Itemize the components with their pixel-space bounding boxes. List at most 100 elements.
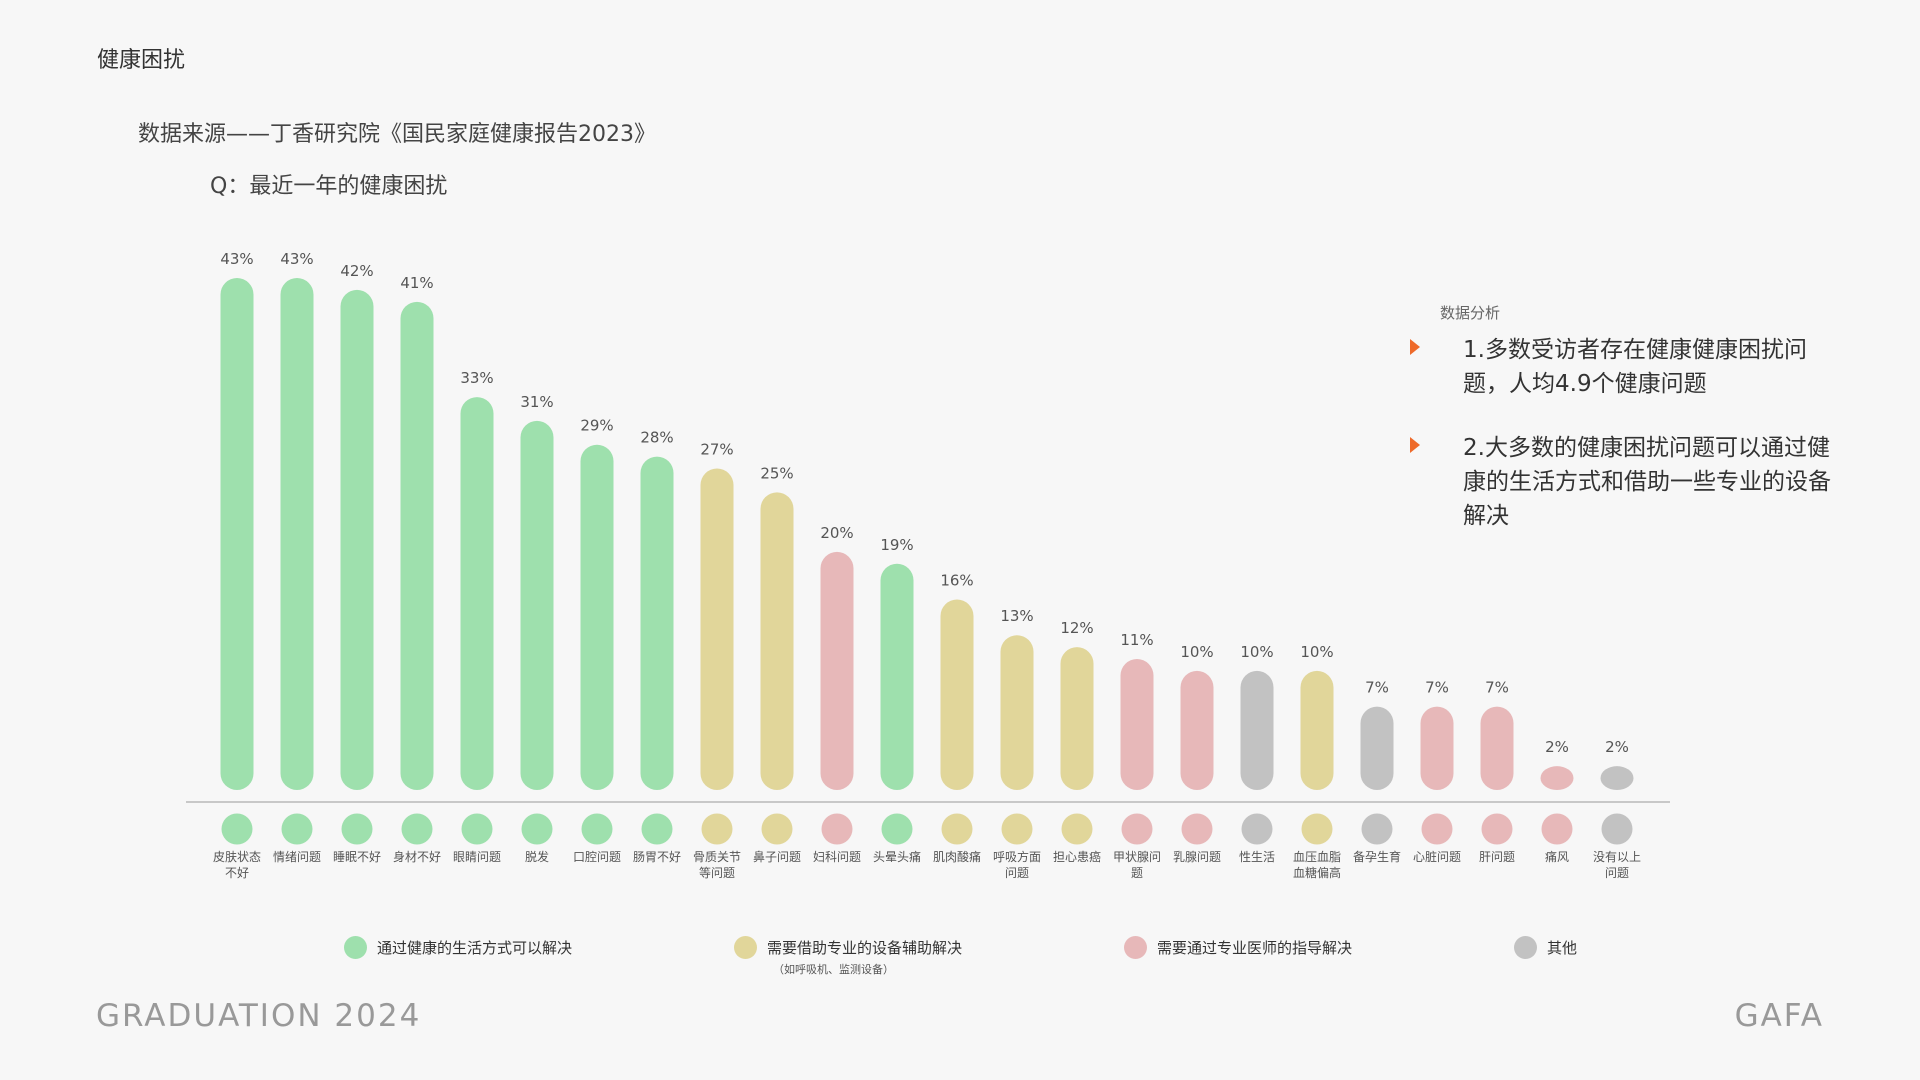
legend-label: 需要借助专业的设备辅助解决 [767, 939, 963, 957]
bar [1480, 706, 1514, 790]
category-dot [1601, 813, 1633, 845]
value-label: 19% [880, 536, 913, 554]
category-label: 痛风 [1545, 849, 1569, 864]
bar [820, 551, 854, 790]
chart-question: Q：最近一年的健康困扰 [210, 174, 448, 199]
bar [1120, 659, 1154, 790]
category-label: 眼睛问题 [453, 850, 501, 864]
category-label: 呼吸方面问题 [993, 849, 1041, 880]
value-label: 28% [640, 429, 673, 447]
value-label: 12% [1060, 619, 1093, 637]
category-label: 乳腺问题 [1173, 850, 1221, 864]
analysis-point-1: 1.多数受访者存在健康健康困扰问题，人均4.9个健康问题 [1410, 333, 1840, 401]
bar [220, 278, 254, 790]
triangle-arrow-icon [1410, 437, 1420, 453]
bar [1300, 670, 1334, 790]
category-label: 妇科问题 [813, 850, 861, 864]
value-label: 2% [1545, 738, 1569, 756]
analysis-point-2: 2.大多数的健康困扰问题可以通过健康的生活方式和借助一些专业的设备解决 [1410, 431, 1840, 533]
category-dot [1241, 813, 1273, 845]
value-label: 11% [1120, 631, 1153, 649]
category-dot [1001, 813, 1033, 845]
category-label: 担心患癌 [1053, 849, 1101, 864]
category-dot [221, 813, 253, 845]
category-dot [581, 813, 613, 845]
value-label: 10% [1240, 643, 1273, 661]
legend-item-green: 通过健康的生活方式可以解决 [344, 936, 573, 959]
legend-dot-icon [734, 936, 757, 959]
value-label: 25% [760, 464, 793, 482]
value-label: 20% [820, 524, 853, 542]
value-label: 31% [520, 393, 553, 411]
category-label: 备孕生育 [1353, 849, 1401, 864]
value-label: 16% [940, 571, 973, 589]
category-dot [1061, 813, 1093, 845]
category-label: 口腔问题 [573, 849, 621, 864]
bar [1000, 635, 1034, 790]
category-label: 情绪问题 [273, 850, 321, 864]
category-dot [641, 813, 673, 845]
bar [760, 492, 794, 790]
bar [400, 301, 434, 790]
triangle-arrow-icon [1410, 339, 1420, 355]
bar [340, 289, 374, 790]
value-label: 29% [580, 417, 613, 435]
category-label: 鼻子问题 [753, 849, 801, 864]
category-dot [701, 813, 733, 845]
category-dot [1541, 813, 1573, 845]
category-dot [881, 813, 913, 845]
value-label: 13% [1000, 607, 1033, 625]
bar [280, 278, 314, 790]
value-label: 33% [460, 369, 493, 387]
value-label: 41% [400, 274, 433, 292]
bar [1360, 706, 1394, 790]
legend-item-pink: 需要通过专业医师的指导解决 [1124, 936, 1352, 959]
value-label: 10% [1180, 643, 1213, 661]
category-label: 脱发 [525, 849, 549, 864]
bar [640, 456, 674, 790]
category-label: 甲状腺问题 [1113, 850, 1161, 880]
category-dot [1301, 813, 1333, 845]
category-dot [401, 813, 433, 845]
category-dot [941, 813, 973, 845]
category-dot [761, 813, 793, 845]
value-label: 27% [700, 441, 733, 459]
legend-dot-icon [1514, 936, 1537, 959]
category-label: 身材不好 [393, 849, 441, 864]
value-label: 42% [340, 262, 373, 280]
value-label: 10% [1300, 643, 1333, 661]
category-label: 心脏问题 [1413, 849, 1461, 864]
bar [700, 468, 734, 790]
analysis-point-text: 1.多数受访者存在健康健康困扰问题，人均4.9个健康问题 [1463, 337, 1807, 397]
category-label: 肠胃不好 [633, 850, 681, 864]
bar [1420, 706, 1454, 790]
bar [1600, 766, 1634, 790]
value-label: 43% [280, 250, 313, 268]
legend-item-gray: 其他 [1514, 936, 1577, 959]
bar [460, 397, 494, 790]
page-title: 健康困扰 [97, 48, 186, 73]
bar [1180, 670, 1214, 790]
category-dot [821, 813, 853, 845]
category-label: 肌肉酸痛 [933, 849, 981, 864]
category-label: 睡眠不好 [333, 850, 381, 864]
category-dot [1361, 813, 1393, 845]
value-label: 7% [1485, 679, 1509, 697]
category-dot [1421, 813, 1453, 845]
category-dot [341, 813, 373, 845]
analysis-title: 数据分析 [1440, 304, 1501, 322]
legend-item-yellow: 需要借助专业的设备辅助解决 （如呼吸机、监测设备） [734, 936, 963, 977]
category-label: 血压血脂血糖偏高 [1293, 849, 1341, 880]
value-label: 2% [1605, 738, 1629, 756]
bar [520, 420, 554, 790]
category-dot [1181, 813, 1213, 845]
data-source: 数据来源——丁香研究院《国民家庭健康报告2023》 [138, 122, 656, 147]
footer-graduation: GRADUATION 2024 [96, 998, 422, 1034]
value-label: 7% [1365, 679, 1389, 697]
analysis-point-text: 2.大多数的健康困扰问题可以通过健康的生活方式和借助一些专业的设备解决 [1463, 435, 1831, 529]
category-dot [521, 813, 553, 845]
analysis-panel: 数据分析 1.多数受访者存在健康健康困扰问题，人均4.9个健康问题 2.大多数的… [1410, 302, 1840, 563]
category-label: 皮肤状态不好 [213, 849, 261, 880]
legend-label: 通过健康的生活方式可以解决 [377, 939, 573, 957]
